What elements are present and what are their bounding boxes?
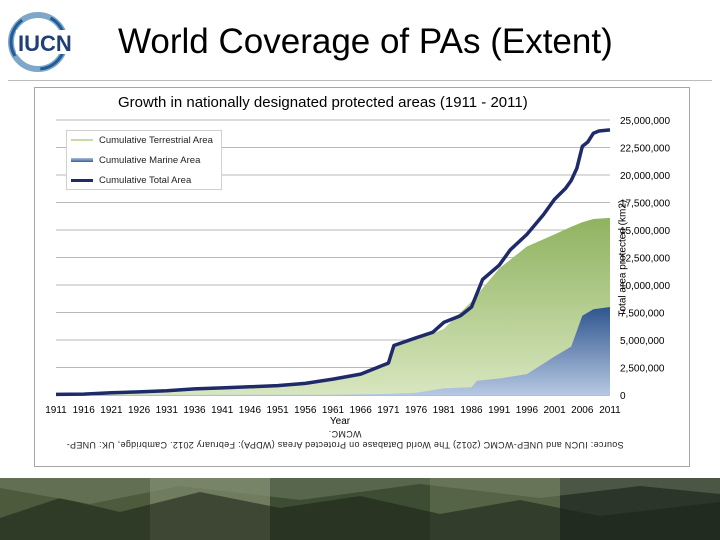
header-divider	[8, 80, 712, 81]
x-tick-label: 1976	[405, 405, 428, 416]
legend-swatch-total	[71, 178, 93, 182]
legend-label-marine: Cumulative Marine Area	[99, 154, 201, 166]
x-tick-label: 1916	[73, 405, 96, 416]
y-tick-label: 2,500,000	[620, 364, 665, 375]
y-tick-label: 20,000,000	[620, 171, 670, 182]
y-axis-label: Total area protected (km2)	[617, 199, 629, 317]
x-tick-label: 1931	[156, 405, 179, 416]
x-tick-label: 1941	[211, 405, 234, 416]
legend-swatch-terrestrial	[71, 139, 93, 141]
y-tick-label: 15,000,000	[620, 226, 670, 237]
page-title: World Coverage of PAs (Extent)	[118, 22, 613, 61]
y-tick-label: 12,500,000	[620, 254, 670, 265]
y-tick-label: 10,000,000	[620, 281, 670, 292]
x-tick-label: 1966	[350, 405, 373, 416]
chart-legend: Cumulative Terrestrial Area Cumulative M…	[66, 130, 222, 190]
x-tick-label: 1961	[322, 405, 345, 416]
y-tick-label: 22,500,000	[620, 144, 670, 155]
x-tick-label: 2001	[543, 405, 566, 416]
legend-label-terrestrial: Cumulative Terrestrial Area	[99, 134, 213, 146]
x-tick-label: 1991	[488, 405, 511, 416]
y-tick-label: 17,500,000	[620, 199, 670, 210]
legend-item-marine: Cumulative Marine Area	[71, 154, 200, 166]
legend-item-terrestrial: Cumulative Terrestrial Area	[71, 134, 213, 146]
y-tick-label: 0	[620, 391, 626, 402]
photo-strip	[0, 478, 720, 540]
x-tick-label: 1996	[516, 405, 539, 416]
iucn-logo: IUCN	[8, 12, 90, 72]
series-marine-area	[56, 307, 610, 395]
x-tick-label: 1926	[128, 405, 151, 416]
x-tick-label: 2006	[571, 405, 594, 416]
x-tick-label: 1936	[183, 405, 206, 416]
x-axis-ticks: 1911 1916 1921 1926 1931 1936 1941 1946 1951 1956…	[45, 405, 621, 416]
y-tick-label: 5,000,000	[620, 336, 665, 347]
source-note: Source: IUCN and UNEP-WCMC (2012) The Wo…	[66, 429, 624, 450]
y-tick-label: 7,500,000	[620, 309, 665, 320]
legend-swatch-marine	[71, 158, 93, 162]
chart: 0 2,500,000 5,000,000 7,500,000 10,000,000 12…	[45, 116, 670, 416]
chart-lines	[55, 128, 611, 397]
series-total-line	[55, 128, 611, 397]
x-tick-label: 1981	[433, 405, 456, 416]
x-tick-label: 1921	[100, 405, 123, 416]
chart-areas	[56, 217, 610, 395]
y-tick-label: 25,000,000	[620, 116, 670, 127]
x-tick-label: 1971	[377, 405, 400, 416]
x-axis-label: Year	[329, 416, 351, 427]
slide-header: IUCN World Coverage of PAs (Extent)	[0, 0, 720, 82]
x-tick-label: 1946	[239, 405, 262, 416]
x-tick-label: 1986	[460, 405, 483, 416]
legend-item-total: Cumulative Total Area	[71, 174, 191, 186]
x-tick-label: 1911	[45, 405, 67, 416]
x-tick-label: 1956	[294, 405, 317, 416]
legend-label-total: Cumulative Total Area	[99, 174, 192, 186]
x-tick-label: 2011	[599, 405, 621, 416]
x-tick-label: 1951	[266, 405, 289, 416]
logo-text: IUCN	[18, 31, 72, 56]
y-axis-ticks: 0 2,500,000 5,000,000 7,500,000 10,000,000 12…	[620, 116, 670, 402]
series-terrestrial-area	[56, 217, 610, 395]
chart-title: Growth in nationally designated protecte…	[118, 94, 528, 111]
